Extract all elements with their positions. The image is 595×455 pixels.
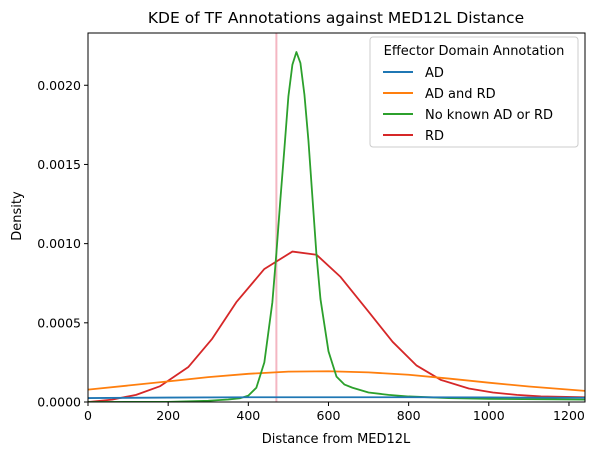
x-tick-label: 400 xyxy=(236,408,260,423)
x-tick-label: 600 xyxy=(317,408,341,423)
legend-title: Effector Domain Annotation xyxy=(384,44,565,59)
y-tick-label: 0.0005 xyxy=(37,315,81,330)
series-line-no-known-ad-or-rd xyxy=(88,51,585,402)
series-line-ad-and-rd xyxy=(88,370,585,392)
y-tick-label: 0.0020 xyxy=(37,78,81,93)
x-tick-label: 0 xyxy=(84,408,92,423)
chart-title: KDE of TF Annotations against MED12L Dis… xyxy=(148,9,524,27)
plot-area xyxy=(87,32,586,403)
y-tick-label: 0.0010 xyxy=(37,236,81,251)
y-axis-label: Density xyxy=(10,191,25,241)
x-tick-label: 1000 xyxy=(473,408,505,423)
series-line-ad xyxy=(88,396,585,399)
legend-label-no-known: No known AD or RD xyxy=(425,108,553,123)
y-tick-label: 0.0000 xyxy=(37,395,81,410)
x-tick-label: 800 xyxy=(397,408,421,423)
y-tick-label: 0.0015 xyxy=(37,157,81,172)
x-tick-label: 1200 xyxy=(553,408,585,423)
y-axis: 0.0000 0.0005 0.0010 0.0015 0.0020 xyxy=(37,78,88,410)
series-line-rd xyxy=(88,250,585,402)
x-tick-label: 200 xyxy=(156,408,180,423)
legend-label-ad: AD xyxy=(425,66,444,81)
x-axis-label: Distance from MED12L xyxy=(262,432,411,447)
legend-frame xyxy=(369,36,579,148)
axes-frame xyxy=(87,32,586,403)
legend: Effector Domain Annotation AD AD and RD … xyxy=(369,36,579,148)
legend-label-ad-and-rd: AD and RD xyxy=(425,87,496,102)
x-axis: 0 200 400 600 800 1000 1200 xyxy=(84,402,585,423)
legend-label-rd: RD xyxy=(425,129,444,144)
